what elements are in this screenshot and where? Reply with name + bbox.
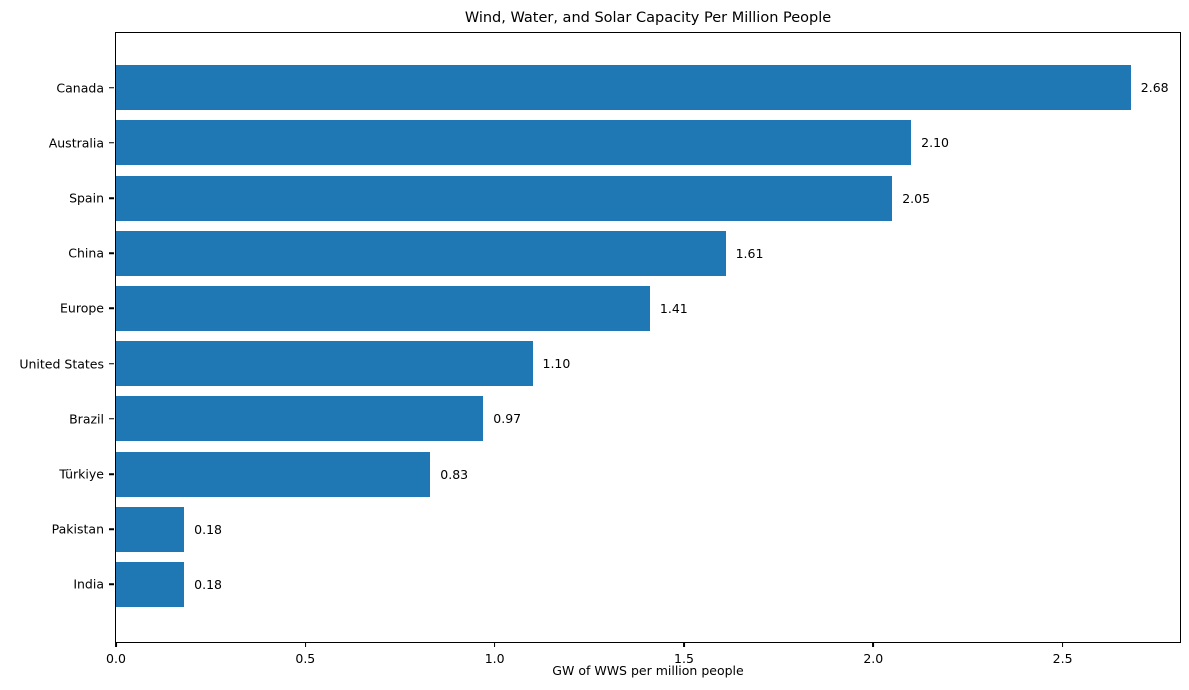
y-tick-mark: [109, 473, 114, 475]
bar-türkiye: [116, 451, 431, 497]
bar-value-label: 0.18: [194, 521, 222, 537]
y-tick-mark: [109, 86, 114, 89]
y-axis-category-label: Canada: [56, 80, 104, 96]
y-axis-category-label: India: [73, 576, 104, 592]
x-tick-mark: [493, 642, 496, 647]
x-tick-label: 1.5: [674, 651, 694, 666]
chart-title: Wind, Water, and Solar Capacity Per Mill…: [464, 10, 832, 26]
bar-row: China 1.61: [68, 226, 1180, 281]
bar-row: Türkiye 0.83: [59, 446, 1180, 501]
x-axis-label: GW of WWS per million people: [552, 663, 744, 678]
bar-row: Spain 2.05: [69, 170, 1180, 225]
bar-row: Australia 2.10: [49, 115, 1180, 170]
y-tick-mark: [109, 362, 114, 365]
bar-india: [116, 561, 185, 607]
x-tick-label: 1.0: [484, 651, 505, 666]
x-tick: 0.5: [295, 642, 315, 666]
x-tick: 1.0: [485, 642, 505, 666]
y-tick-mark: [109, 307, 114, 310]
bar-row: Brazil 0.97: [69, 391, 1180, 446]
y-axis-category-label: Australia: [48, 135, 104, 151]
x-tick: 1.5: [674, 642, 694, 666]
x-tick: 2.0: [863, 642, 883, 666]
bars-container: Canada 2.68 Australia 2.10 Spain 2.05 China 1.6…: [19, 33, 1180, 642]
x-tick-label: 0.5: [295, 651, 316, 666]
y-tick-mark: [109, 197, 114, 199]
x-tick-mark: [1061, 642, 1064, 647]
y-tick-mark: [109, 142, 114, 144]
y-axis-category-label: Pakistan: [51, 521, 104, 537]
x-tick-mark: [304, 642, 307, 647]
plot-area: Canada 2.68 Australia 2.10 Spain 2.05 China 1.6…: [19, 32, 1181, 666]
y-axis-category-label: Spain: [69, 190, 104, 206]
bar-row: India 0.18: [73, 557, 1180, 612]
bar-value-label: 1.10: [542, 356, 571, 372]
x-tick-label: 2.5: [1052, 651, 1073, 666]
bar-row: Canada 2.68: [56, 60, 1180, 115]
y-tick-mark: [109, 528, 114, 530]
y-tick-mark: [109, 583, 114, 586]
bar-canada: [116, 65, 1131, 111]
bar-brazil: [116, 396, 484, 442]
bar-value-label: 2.05: [902, 190, 931, 206]
bar-value-label: 2.10: [921, 135, 949, 151]
y-tick-mark: [109, 418, 114, 420]
bar-spain: [116, 175, 893, 221]
y-axis-category-label: Türkiye: [59, 466, 104, 482]
y-axis-category-label: Europe: [60, 300, 104, 316]
bar-pakistan: [116, 506, 185, 552]
bar-europe: [116, 285, 650, 331]
bar-row: Europe 1.41: [60, 281, 1180, 336]
bar-united-states: [116, 341, 533, 387]
y-tick-mark: [109, 252, 114, 254]
x-tick-label: 0.0: [106, 651, 126, 666]
y-axis-category-label: China: [68, 245, 104, 261]
x-tick: 0.0: [106, 642, 126, 666]
x-tick: 2.5: [1053, 642, 1073, 666]
bar-china: [116, 230, 726, 276]
bar-value-label: 0.18: [194, 576, 222, 592]
bar-value-label: 0.97: [493, 411, 522, 427]
x-tick-mark: [115, 642, 117, 647]
bar-australia: [116, 120, 912, 166]
x-tick-mark: [683, 642, 685, 647]
x-tick-label: 2.0: [863, 651, 884, 666]
bar-value-label: 2.68: [1140, 80, 1169, 96]
bar-value-label: 1.61: [735, 245, 764, 261]
bar-value-label: 1.41: [659, 300, 688, 316]
x-tick-mark: [872, 642, 875, 647]
y-axis-category-label: Brazil: [69, 411, 104, 427]
bar-row: United States 1.10: [19, 336, 1180, 391]
bar-value-label: 0.83: [440, 466, 469, 482]
y-axis-category-label: United States: [19, 356, 104, 372]
bar-row: Pakistan 0.18: [52, 502, 1180, 557]
